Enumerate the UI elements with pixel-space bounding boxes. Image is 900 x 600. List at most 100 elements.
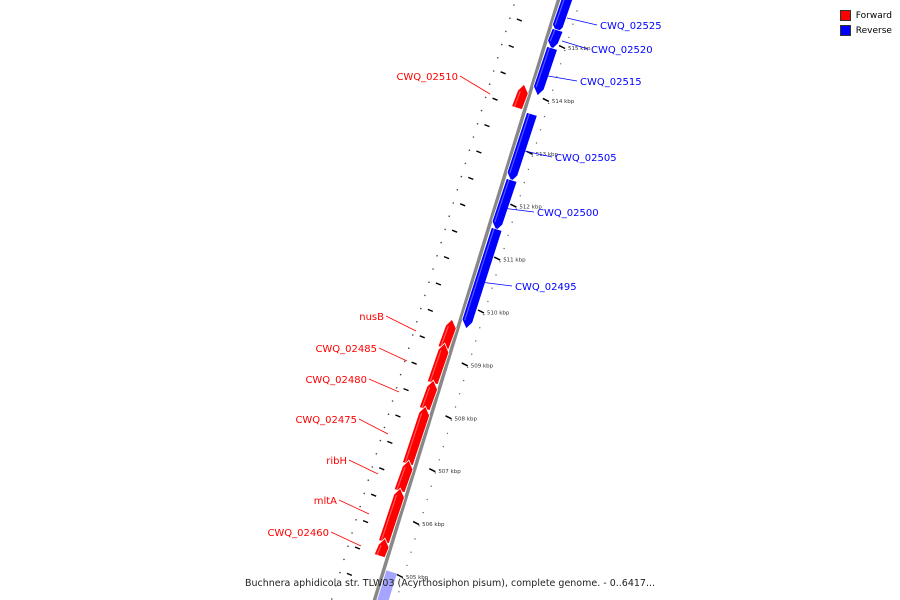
minor-tick — [427, 308, 434, 313]
genome-caption: Buchnera aphidicola str. TLW03 (Acyrthos… — [244, 578, 656, 589]
gene-label[interactable]: ribH — [326, 456, 347, 467]
kbp-label: 515 kbp — [568, 46, 591, 52]
minor-tick — [476, 150, 482, 154]
scale-dot — [407, 347, 410, 350]
scale-dot — [403, 360, 406, 363]
gene-label[interactable]: CWQ_02480 — [305, 375, 367, 386]
scale-dot — [387, 413, 390, 416]
strand-legend: Forward Reverse — [839, 8, 892, 38]
scale-dot — [359, 505, 361, 508]
scale-dot — [383, 426, 386, 429]
scale-dot — [458, 393, 461, 395]
scale-dot — [491, 287, 493, 289]
gene-feature[interactable] — [378, 487, 405, 545]
scale-dot — [466, 366, 469, 369]
minor-tick — [411, 361, 417, 365]
gene-label[interactable]: mltA — [314, 496, 337, 507]
minor-tick — [370, 493, 377, 497]
minor-tick — [354, 546, 361, 550]
scale-dot — [464, 162, 467, 165]
legend-forward: Forward — [839, 8, 892, 23]
scale-dot — [335, 585, 337, 587]
scale-dot — [454, 406, 457, 408]
gene-leader-line — [501, 207, 535, 213]
scale-dot — [402, 577, 404, 580]
minor-tick — [484, 123, 490, 128]
gene-feature[interactable] — [437, 318, 457, 351]
minor-tick — [346, 572, 353, 577]
minor-tick — [492, 97, 498, 101]
gene-leader-line — [368, 378, 400, 393]
scale-dot — [547, 102, 550, 105]
gene-leader-line — [566, 17, 598, 26]
minor-tick — [362, 519, 369, 524]
gene-label[interactable]: CWQ_02500 — [537, 208, 599, 219]
scale-dot — [418, 525, 420, 527]
scale-dot — [379, 439, 382, 442]
gene-highlight — [464, 228, 495, 321]
gene-label[interactable]: CWQ_02505 — [555, 153, 617, 164]
scale-dot — [551, 89, 554, 91]
minor-tick — [459, 203, 466, 207]
gene-leader-line — [547, 75, 578, 82]
gene-highlight — [494, 179, 510, 223]
scale-dot — [448, 215, 450, 217]
gene-label[interactable]: CWQ_02460 — [267, 528, 329, 539]
gene-feature[interactable] — [491, 177, 518, 232]
gene-label[interactable]: CWQ_02525 — [600, 21, 662, 32]
gene-feature[interactable] — [506, 111, 538, 183]
scale-dot — [475, 340, 477, 342]
gene-feature[interactable] — [393, 459, 414, 494]
kbp-label: 510 kbp — [487, 311, 510, 317]
gene-feature[interactable] — [373, 537, 390, 559]
scale-dot — [511, 221, 513, 223]
scale-dot — [355, 519, 357, 521]
gene-feature[interactable] — [426, 342, 450, 386]
scale-dot — [424, 294, 426, 297]
minor-tick — [387, 440, 393, 445]
scale-dot — [452, 202, 455, 204]
forward-swatch — [839, 10, 851, 21]
scale-dot — [492, 70, 495, 72]
scale-dot — [434, 472, 437, 474]
minor-tick — [403, 387, 409, 392]
scale-dot — [483, 313, 485, 316]
scale-dot — [331, 598, 333, 600]
minor-tick — [378, 467, 385, 471]
kbp-tick — [445, 415, 452, 420]
gene-label[interactable]: CWQ_02475 — [295, 415, 357, 426]
scale-dot — [496, 57, 499, 59]
gene-feature[interactable] — [461, 226, 503, 330]
kbp-scale: 515 kbp 514 kbp 513 kbp 512 kbp 511 kbp 510 k… — [396, 44, 591, 581]
gene-leader-line — [358, 418, 389, 435]
gene-feature[interactable] — [418, 379, 438, 412]
gene-label[interactable]: CWQ_02520 — [591, 45, 653, 56]
gene-feature[interactable] — [401, 405, 430, 467]
legend-forward-label: Forward — [855, 10, 892, 21]
minor-tick — [443, 255, 450, 260]
legend-reverse: Reverse — [839, 23, 892, 38]
minor-tick — [395, 414, 401, 418]
gene-highlight — [376, 544, 382, 556]
kbp-label: 514 kbp — [552, 99, 575, 105]
kbp-label: 509 kbp — [471, 363, 494, 369]
kbp-label: 507 kbp — [438, 469, 461, 475]
scale-dot — [509, 17, 511, 20]
gene-highlight — [535, 47, 551, 88]
gene-label[interactable]: nusB — [359, 312, 384, 323]
gene-feature[interactable] — [533, 45, 559, 97]
genome-backbone — [372, 0, 561, 600]
gene-feature[interactable] — [511, 83, 529, 111]
gene-label[interactable]: CWQ_02515 — [580, 77, 642, 88]
scale-dot — [535, 142, 538, 144]
scale-dot — [539, 129, 542, 131]
gene-leader-line — [338, 499, 370, 515]
gene-label[interactable]: CWQ_02485 — [315, 344, 377, 355]
scale-dot — [436, 255, 438, 257]
scale-dot — [395, 387, 398, 389]
gene-feature[interactable] — [547, 27, 564, 51]
gene-label[interactable]: CWQ_02495 — [515, 282, 577, 293]
scale-dot — [460, 175, 463, 178]
gene-label[interactable]: CWQ_02510 — [396, 72, 458, 83]
kbp-tick — [396, 573, 404, 579]
